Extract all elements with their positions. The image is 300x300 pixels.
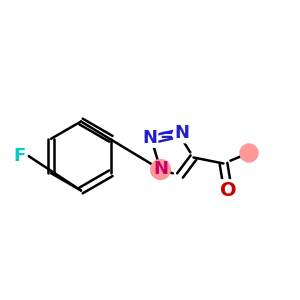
Text: =: = xyxy=(160,128,173,146)
Text: N: N xyxy=(142,129,158,147)
Text: N: N xyxy=(153,160,168,178)
Text: N: N xyxy=(174,124,189,142)
Text: O: O xyxy=(220,181,236,200)
Circle shape xyxy=(240,144,258,162)
Text: F: F xyxy=(14,147,26,165)
Circle shape xyxy=(151,160,170,179)
